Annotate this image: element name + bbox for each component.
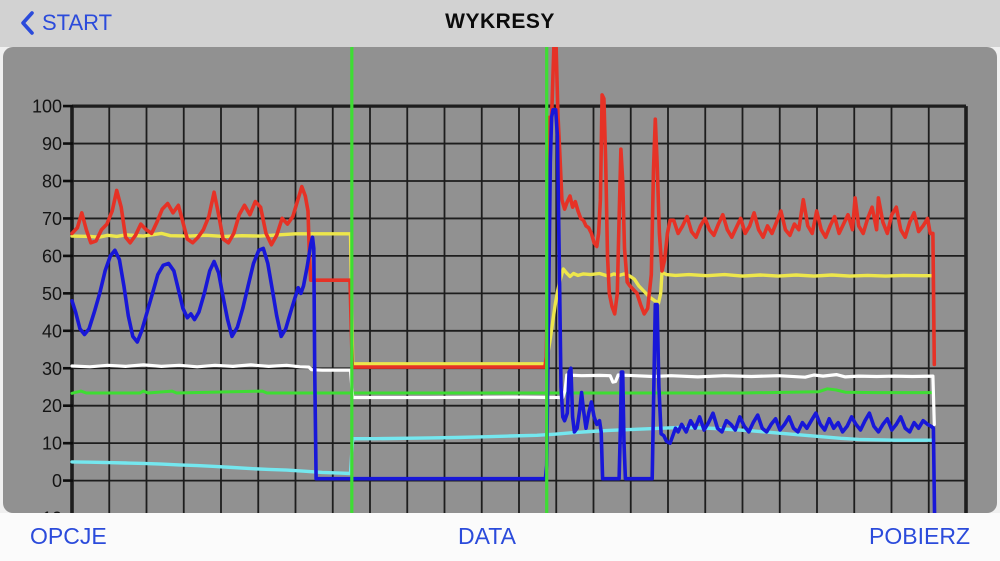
back-chevron-icon — [20, 10, 35, 36]
svg-text:70: 70 — [42, 209, 62, 229]
back-button-label: START — [42, 10, 113, 35]
svg-text:40: 40 — [42, 321, 62, 341]
svg-text:30: 30 — [42, 359, 62, 379]
svg-text:80: 80 — [42, 172, 62, 192]
svg-text:100: 100 — [32, 97, 62, 117]
svg-text:20: 20 — [42, 396, 62, 416]
svg-text:-10: -10 — [36, 509, 62, 513]
toolbar: OPCJE DATA POBIERZ — [0, 513, 1000, 561]
toolbar-button-data[interactable]: DATA — [458, 523, 516, 549]
toolbar-button-opcje[interactable]: OPCJE — [30, 523, 107, 549]
toolbar-button-pobierz[interactable]: POBIERZ — [869, 523, 970, 549]
svg-text:10: 10 — [42, 434, 62, 454]
back-button[interactable]: START — [20, 8, 112, 38]
svg-text:0: 0 — [52, 471, 62, 491]
page-title: WYKRESY — [445, 10, 555, 33]
svg-text:90: 90 — [42, 134, 62, 154]
nav-bar: START WYKRESY — [0, 0, 1000, 47]
svg-text:60: 60 — [42, 246, 62, 266]
svg-text:50: 50 — [42, 284, 62, 304]
